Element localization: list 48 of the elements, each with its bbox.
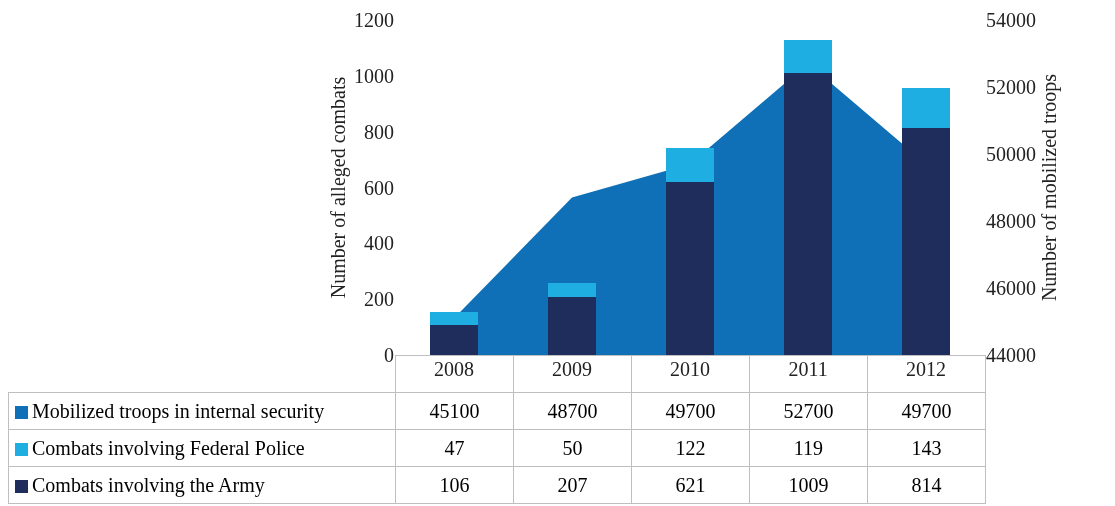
x-tick-label: 2010	[670, 358, 710, 380]
data-label: 48700	[513, 392, 632, 430]
data-label: 49700	[867, 392, 986, 430]
y-tick-label: 1000	[354, 64, 394, 87]
y-tick-label: 400	[364, 232, 394, 255]
data-label: 52700	[749, 392, 868, 430]
bar	[548, 283, 596, 298]
y2-tick-label: 44000	[986, 344, 1036, 366]
data-label: 119	[749, 429, 868, 467]
data-label: 122	[631, 429, 750, 467]
data-label: 50	[513, 429, 632, 467]
data-label: 143	[867, 429, 986, 467]
bar	[666, 147, 714, 182]
y-tick-label: 200	[364, 288, 394, 311]
data-label: 621	[631, 466, 750, 504]
data-label: 207	[513, 466, 632, 504]
data-label: 45100	[395, 392, 514, 430]
data-label: 47	[395, 429, 514, 467]
bar	[666, 181, 714, 355]
x-tick-label: 2011	[788, 358, 828, 380]
bar	[430, 312, 478, 326]
data-label: 814	[867, 466, 986, 504]
data-label: 1009	[749, 466, 868, 504]
bar	[430, 325, 478, 355]
legend-label: Mobilized troops in internal security	[32, 399, 325, 422]
y2-tick-label: 52000	[986, 76, 1036, 98]
data-label: 49700	[631, 392, 750, 430]
bar	[784, 40, 832, 74]
x-tick-label: 2012	[906, 358, 946, 380]
y-axis-title: Number of alleged combats	[327, 76, 350, 299]
y2-tick-label: 54000	[986, 9, 1036, 31]
bar	[902, 127, 950, 355]
y-tick-label: 1200	[354, 9, 394, 31]
y2-tick-label: 48000	[986, 210, 1036, 232]
y-tick-label: 600	[364, 176, 394, 199]
bar	[548, 297, 596, 355]
y2-axis-title: Number of mobilized troops	[1038, 73, 1061, 302]
x-tick-label: 2009	[552, 358, 592, 380]
y2-tick-label: 50000	[986, 143, 1036, 165]
y-tick-label: 0	[384, 344, 394, 366]
bar	[784, 73, 832, 355]
legend-label: Combats involving the Army	[32, 473, 265, 496]
legend-label: Combats involving Federal Police	[32, 436, 305, 459]
x-tick-label: 2008	[434, 358, 474, 380]
y-tick-label: 800	[364, 120, 394, 143]
bar	[902, 87, 950, 128]
y2-tick-label: 46000	[986, 277, 1036, 299]
data-label: 106	[395, 466, 514, 504]
